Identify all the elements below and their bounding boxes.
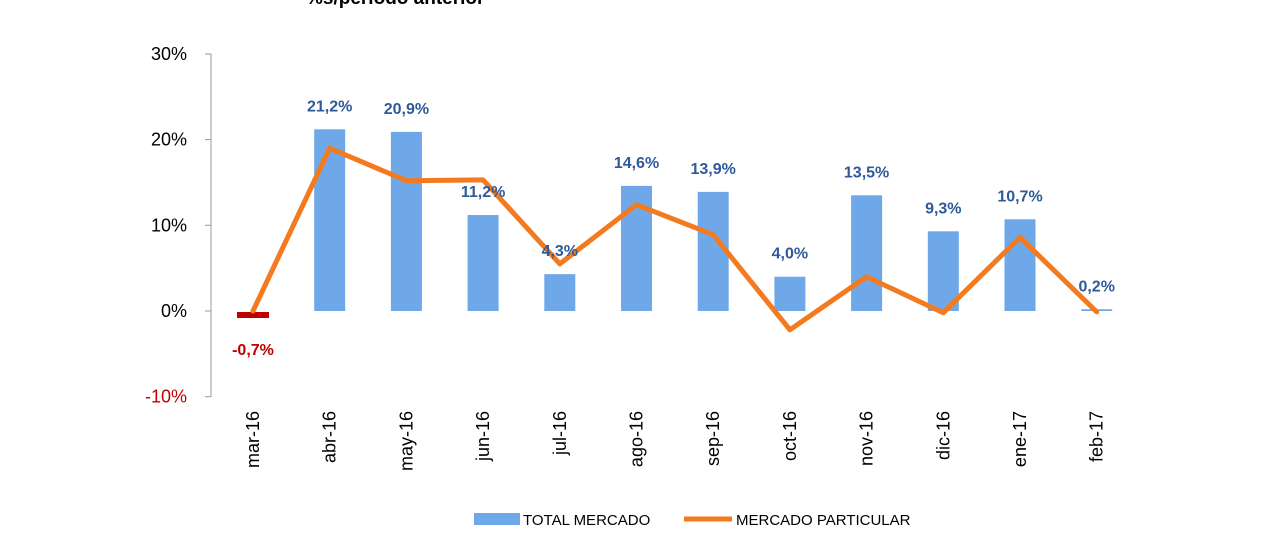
data-label-jul-16: 4,3% [542,243,578,260]
x-tick-label-nov-16: nov-16 [857,411,877,466]
data-label-jun-16: 11,2% [461,184,505,201]
data-label-oct-16: 4,0% [772,246,808,263]
y-tick-label: 20% [151,130,187,150]
y-tick-label: 0% [161,301,187,321]
legend-swatch-total-mercado [474,513,520,525]
x-tick-label-jul-16: jul-16 [550,411,570,456]
x-tick-label-may-16: may-16 [396,411,416,471]
y-tick-label: -10% [145,387,187,407]
bar-series-total-mercado [237,129,1113,318]
data-labels: -0,7% 21,2% 20,9% 11,2% 4,3% 14,6% 13,9% 4,0% 13… [232,98,1115,359]
y-tick-label: 30% [151,44,187,64]
x-tick-label-feb-17: feb-17 [1087,411,1107,462]
y-axis: -10% 0% 10% 20% 30% [145,44,212,407]
bar-mar-16 [237,312,269,318]
line-point-mar-16 [252,310,254,312]
x-tick-label-mar-16: mar-16 [243,411,263,468]
data-label-dic-16: 9,3% [925,200,961,217]
line-point-jun-16 [482,179,484,181]
x-tick-label-jun-16: jun-16 [473,411,493,462]
x-tick-label-ene-17: ene-17 [1010,411,1030,467]
data-label-ago-16: 14,6% [614,155,659,172]
x-tick-label-sep-16: sep-16 [703,411,723,466]
line-point-jul-16 [559,263,561,265]
legend: TOTAL MERCADO MERCADO PARTICULAR [474,512,911,529]
line-point-ago-16 [636,204,637,206]
legend-label-mercado-particular: MERCADO PARTICULAR [736,512,911,529]
data-label-ene-17: 10,7% [997,188,1042,205]
line-point-ene-17 [1019,236,1021,238]
x-tick-label-ago-16: ago-16 [627,411,647,467]
data-label-sep-16: 13,9% [691,161,736,178]
x-tick-label-abr-16: abr-16 [320,411,340,463]
data-label-abr-16: 21,2% [307,98,352,115]
chart-title: %s/periodo anterior [306,0,484,10]
line-mercado-particular [250,145,1100,333]
bar-dic-16 [927,231,959,311]
line-point-dic-16 [942,312,944,314]
y-tick-label: 10% [151,215,187,235]
bar-ene-17 [1004,219,1036,311]
x-axis-labels: mar-16 abr-16 may-16 jun-16 jul-16 ago-16 sep-… [243,411,1107,471]
line-point-abr-16 [329,147,331,149]
x-tick-label-oct-16: oct-16 [780,411,800,461]
data-label-may-16: 20,9% [384,101,429,118]
bar-jul-16 [544,274,576,311]
data-label-feb-17: 0,2% [1078,278,1114,295]
line-point-may-16 [405,180,407,182]
legend-label-total-mercado: TOTAL MERCADO [523,512,650,529]
data-label-nov-16: 13,5% [844,164,889,181]
line-series-mercado-particular [250,145,1100,333]
line-point-oct-16 [789,329,791,331]
data-label-mar-16: -0,7% [232,342,274,359]
x-tick-label-dic-16: dic-16 [933,411,953,460]
line-point-feb-17 [1096,311,1098,313]
bar-abr-16 [314,129,346,311]
line-point-sep-16 [712,234,714,236]
bar-nov-16 [851,195,883,311]
line-point-nov-16 [866,276,868,278]
bar-oct-16 [774,276,806,311]
bar-may-16 [390,131,422,311]
bar-jun-16 [467,215,499,311]
